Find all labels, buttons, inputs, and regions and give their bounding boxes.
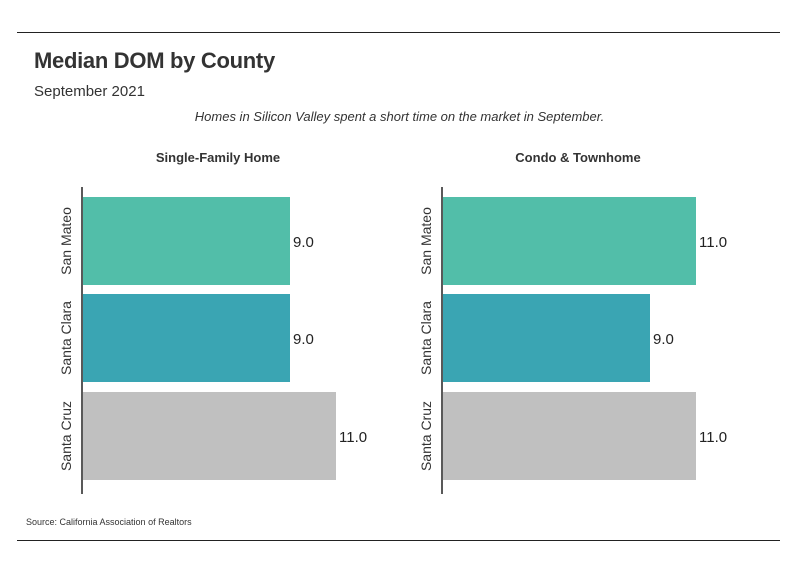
chart-subtitle: September 2021 — [34, 83, 145, 100]
chart-1-title: Single-Family Home — [156, 150, 280, 165]
chart-1-bar-1 — [83, 294, 290, 382]
chart-1-category-label-2: Santa Cruz — [58, 401, 74, 471]
chart-2-value-label-0: 11.0 — [699, 234, 727, 251]
chart-1-bar-2 — [83, 392, 336, 480]
chart-2-value-label-2: 11.0 — [699, 429, 727, 446]
top-rule — [17, 32, 780, 33]
chart-2-value-label-1: 9.0 — [653, 331, 674, 348]
chart-2-title: Condo & Townhome — [515, 150, 640, 165]
chart-2-bar-1 — [443, 294, 650, 382]
chart-1-bar-0 — [83, 197, 290, 285]
chart-1-value-label-1: 9.0 — [293, 331, 314, 348]
chart-title: Median DOM by County — [34, 48, 275, 73]
bottom-rule — [17, 540, 780, 541]
chart-2-bar-0 — [443, 197, 696, 285]
chart-1-value-label-2: 11.0 — [339, 429, 367, 446]
chart-1-category-label-0: San Mateo — [58, 207, 74, 275]
chart-note: Homes in Silicon Valley spent a short ti… — [194, 109, 605, 124]
chart-2-category-label-2: Santa Cruz — [418, 401, 434, 471]
source-note: Source: California Association of Realto… — [26, 517, 192, 527]
chart-2-category-label-0: San Mateo — [418, 207, 434, 275]
chart-1-category-label-1: Santa Clara — [58, 301, 74, 375]
chart-2-category-label-1: Santa Clara — [418, 301, 434, 375]
chart-1-value-label-0: 9.0 — [293, 234, 314, 251]
chart-2-bar-2 — [443, 392, 696, 480]
